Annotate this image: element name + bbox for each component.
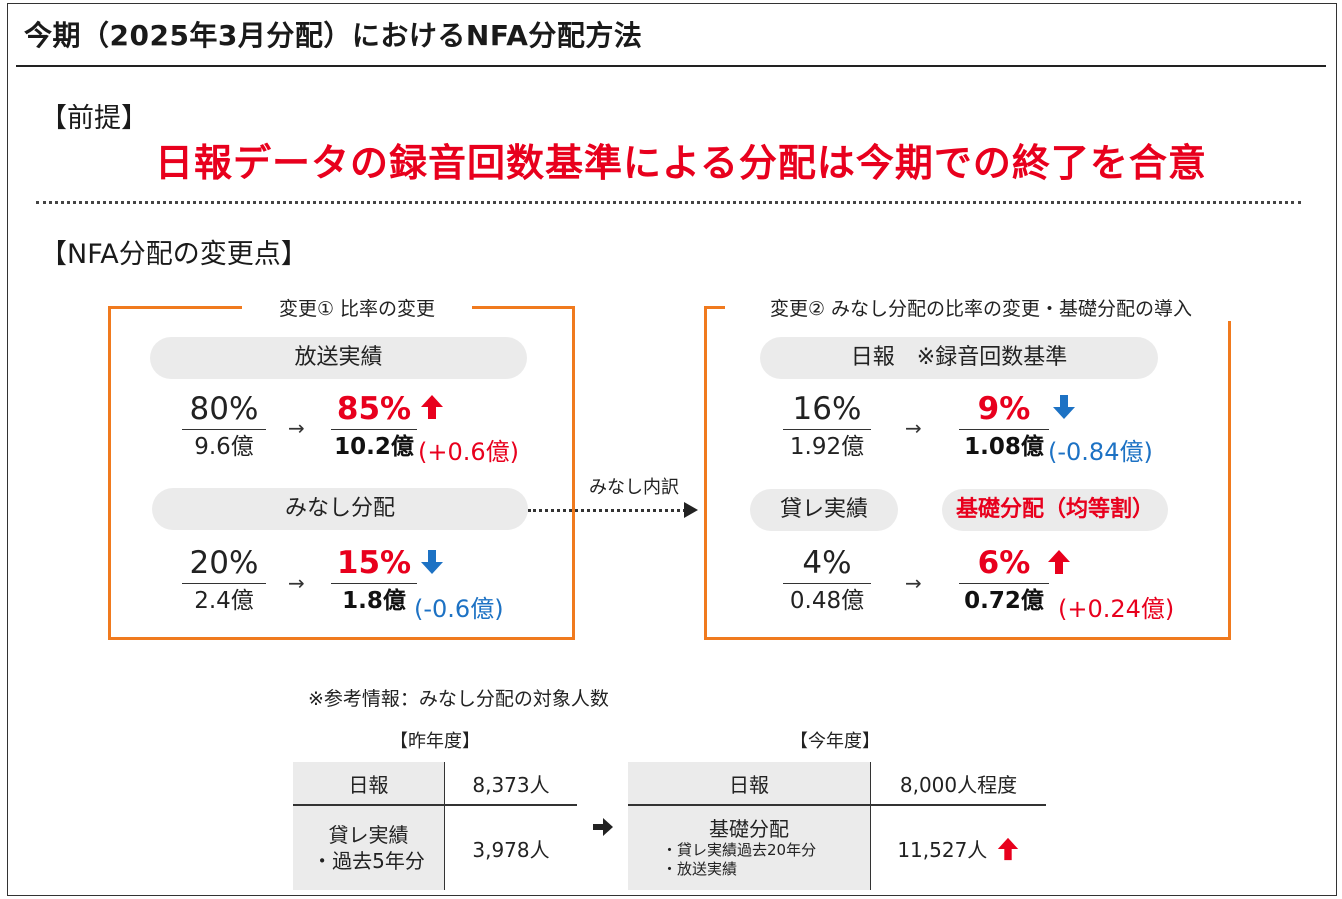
fraction-rule xyxy=(182,429,266,430)
up-arrow-icon xyxy=(997,837,1018,860)
fraction-rule xyxy=(182,583,266,584)
deemed-new-pct: 15% xyxy=(336,545,412,581)
table-row: 基礎分配 ・貸レ実績過去20年分 ・放送実績 11,527人 xyxy=(628,805,1046,890)
fraction-rule xyxy=(331,583,417,584)
connector-label: みなし内訳 xyxy=(589,477,679,498)
premise-heading: 【前提】 xyxy=(40,103,148,134)
table-value: 8,373人 xyxy=(444,762,577,806)
deemed-old-pct: 20% xyxy=(189,545,259,581)
broadcast-new-pct: 85% xyxy=(336,391,412,427)
daily-new: 9% 1.08億 xyxy=(958,391,1050,460)
daily-new-pct: 9% xyxy=(977,391,1031,427)
table-key-line: 貸レ実績 xyxy=(328,823,409,847)
table-key: 貸レ実績 ・過去5年分 xyxy=(293,805,445,890)
section-divider xyxy=(36,201,1301,204)
broadcast-new-amt: 10.2億 xyxy=(334,434,414,460)
up-arrow-icon xyxy=(421,395,443,419)
fraction-rule xyxy=(783,583,871,584)
broadcast-old-pct: 80% xyxy=(189,391,259,427)
deemed-old-amt: 2.4億 xyxy=(194,588,254,614)
pill-rental: 貸レ実績 xyxy=(750,489,898,531)
table-value-text: 11,527人 xyxy=(897,837,988,862)
table-key-line: ・過去5年分 xyxy=(312,849,425,873)
table-key-sub: ・放送実績 xyxy=(662,860,738,878)
broadcast-old-amt: 9.6億 xyxy=(194,434,254,460)
last-year-heading: 【昨年度】 xyxy=(390,731,480,752)
deemed-old: 20% 2.4億 xyxy=(180,545,268,614)
table-value: 3,978人 xyxy=(472,837,550,862)
table-key-sub: ・貸レ実績過去20年分 xyxy=(662,841,817,859)
table-value: 11,527人 xyxy=(871,805,1047,890)
table-row: 日報 8,373人 xyxy=(293,762,577,806)
daily-delta: (-0.84億) xyxy=(1048,438,1153,466)
daily-old-pct: 16% xyxy=(792,391,862,427)
down-arrow-icon xyxy=(1053,395,1075,419)
daily-old: 16% 1.92億 xyxy=(782,391,872,460)
table-value: 8,000人程度 xyxy=(870,762,1046,806)
premise-headline: 日報データの録音回数基準による分配は今期での終了を合意 xyxy=(155,141,1207,185)
basic-delta: (+0.24億) xyxy=(1058,595,1175,623)
broadcast-old: 80% 9.6億 xyxy=(180,391,268,460)
title-divider xyxy=(16,65,1326,67)
table-row: 貸レ実績 ・過去5年分 3,978人 xyxy=(293,805,577,890)
right-arrow-icon: → xyxy=(288,571,305,595)
change1-label: 変更① 比率の変更 xyxy=(242,294,472,321)
up-arrow-icon xyxy=(1048,550,1070,574)
slide-title: 今期（2025年3月分配）におけるNFA分配方法 xyxy=(24,19,643,52)
right-arrow-icon: → xyxy=(905,416,922,440)
pill-broadcast: 放送実績 xyxy=(150,337,527,379)
right-arrow-icon: → xyxy=(905,571,922,595)
broadcast-new: 85% 10.2億 xyxy=(330,391,418,460)
this-year-heading: 【今年度】 xyxy=(790,731,880,752)
basic-new: 6% 0.72億 xyxy=(958,545,1050,614)
basic-new-pct: 6% xyxy=(977,545,1031,581)
fraction-rule xyxy=(959,429,1049,430)
deemed-new: 15% 1.8億 xyxy=(330,545,418,614)
broadcast-delta: (+0.6億) xyxy=(418,438,520,466)
table-key: 日報 xyxy=(293,762,445,806)
last-year-table: 日報 8,373人 貸レ実績 ・過去5年分 3,978人 xyxy=(293,762,577,890)
down-arrow-icon xyxy=(421,550,443,574)
pill-deemed: みなし分配 xyxy=(152,488,528,530)
table-key: 日報 xyxy=(628,762,871,806)
basic-old: 4% 0.48億 xyxy=(782,545,872,614)
connector-line xyxy=(528,509,686,512)
right-bold-arrow-icon xyxy=(593,818,613,836)
connector-arrowhead-icon xyxy=(684,502,698,518)
change2-label: 変更② みなし分配の比率の変更・基礎分配の導入 xyxy=(725,294,1237,321)
slide-frame xyxy=(7,3,1337,896)
daily-old-amt: 1.92億 xyxy=(789,434,865,460)
fraction-rule xyxy=(783,429,871,430)
basic-new-amt: 0.72億 xyxy=(964,588,1044,614)
fraction-rule xyxy=(959,583,1049,584)
basic-old-pct: 4% xyxy=(802,545,852,581)
fraction-rule xyxy=(331,429,417,430)
pill-daily: 日報 ※録音回数基準 xyxy=(760,337,1158,379)
right-arrow-icon: → xyxy=(288,416,305,440)
basic-old-amt: 0.48億 xyxy=(789,588,865,614)
this-year-table: 日報 8,000人程度 基礎分配 ・貸レ実績過去20年分 ・放送実績 11,52… xyxy=(628,762,1046,890)
deemed-new-amt: 1.8億 xyxy=(342,588,406,614)
pill-basic: 基礎分配（均等割） xyxy=(942,489,1168,531)
daily-new-amt: 1.08億 xyxy=(964,434,1044,460)
table-key-line: 基礎分配 xyxy=(709,817,789,841)
table-row: 日報 8,000人程度 xyxy=(628,762,1046,806)
deemed-delta: (-0.6億) xyxy=(414,595,504,623)
reference-note: ※参考情報：みなし分配の対象人数 xyxy=(308,688,609,710)
changes-heading: 【NFA分配の変更点】 xyxy=(40,239,308,270)
table-key: 基礎分配 ・貸レ実績過去20年分 ・放送実績 xyxy=(628,805,871,890)
